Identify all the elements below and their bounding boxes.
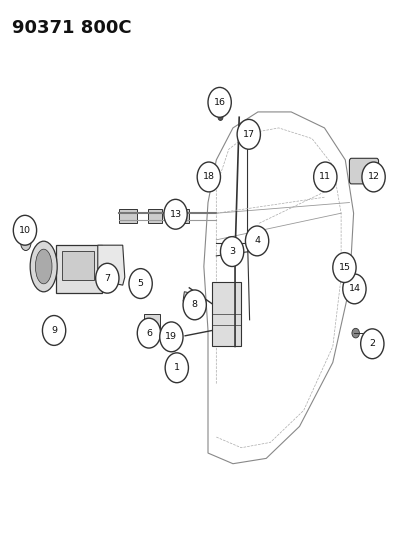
Circle shape [361,329,384,359]
Circle shape [220,237,244,266]
Circle shape [208,87,231,117]
Ellipse shape [35,249,52,284]
Bar [119,209,137,223]
Circle shape [245,226,269,256]
Text: 90371 800C: 90371 800C [12,19,132,37]
Circle shape [13,215,37,245]
Text: 6: 6 [146,329,152,337]
Text: 5: 5 [138,279,144,288]
Ellipse shape [352,328,359,338]
Text: 19: 19 [166,333,177,341]
Bar [56,245,102,293]
Text: 11: 11 [319,173,331,181]
Circle shape [237,119,260,149]
Text: 7: 7 [104,274,110,282]
Text: 3: 3 [229,247,235,256]
Circle shape [197,162,220,192]
Bar [62,251,94,280]
Circle shape [362,162,385,192]
Ellipse shape [218,114,223,120]
Text: 17: 17 [243,130,255,139]
Text: 13: 13 [169,210,182,219]
Circle shape [160,322,183,352]
Circle shape [96,263,119,293]
Ellipse shape [168,326,177,337]
Bar [212,282,241,346]
Text: 4: 4 [254,237,260,245]
Text: 16: 16 [214,98,225,107]
FancyBboxPatch shape [349,158,379,184]
Ellipse shape [21,235,31,251]
Circle shape [314,162,337,192]
Text: 18: 18 [203,173,215,181]
Polygon shape [98,245,125,285]
Circle shape [183,290,206,320]
Ellipse shape [246,139,253,149]
Circle shape [165,353,188,383]
Bar [144,314,160,328]
Text: 14: 14 [349,285,360,293]
Bar [175,209,189,223]
Circle shape [129,269,152,298]
Circle shape [137,318,161,348]
Bar [148,209,162,223]
Bar [183,292,203,305]
Circle shape [333,253,356,282]
Circle shape [164,199,187,229]
Text: 1: 1 [174,364,180,372]
Text: 2: 2 [369,340,375,348]
Text: 12: 12 [368,173,379,181]
Circle shape [42,316,66,345]
Circle shape [343,274,366,304]
Text: 10: 10 [19,226,31,235]
Text: 15: 15 [339,263,350,272]
Text: 8: 8 [192,301,198,309]
Ellipse shape [30,241,57,292]
Text: 9: 9 [51,326,57,335]
